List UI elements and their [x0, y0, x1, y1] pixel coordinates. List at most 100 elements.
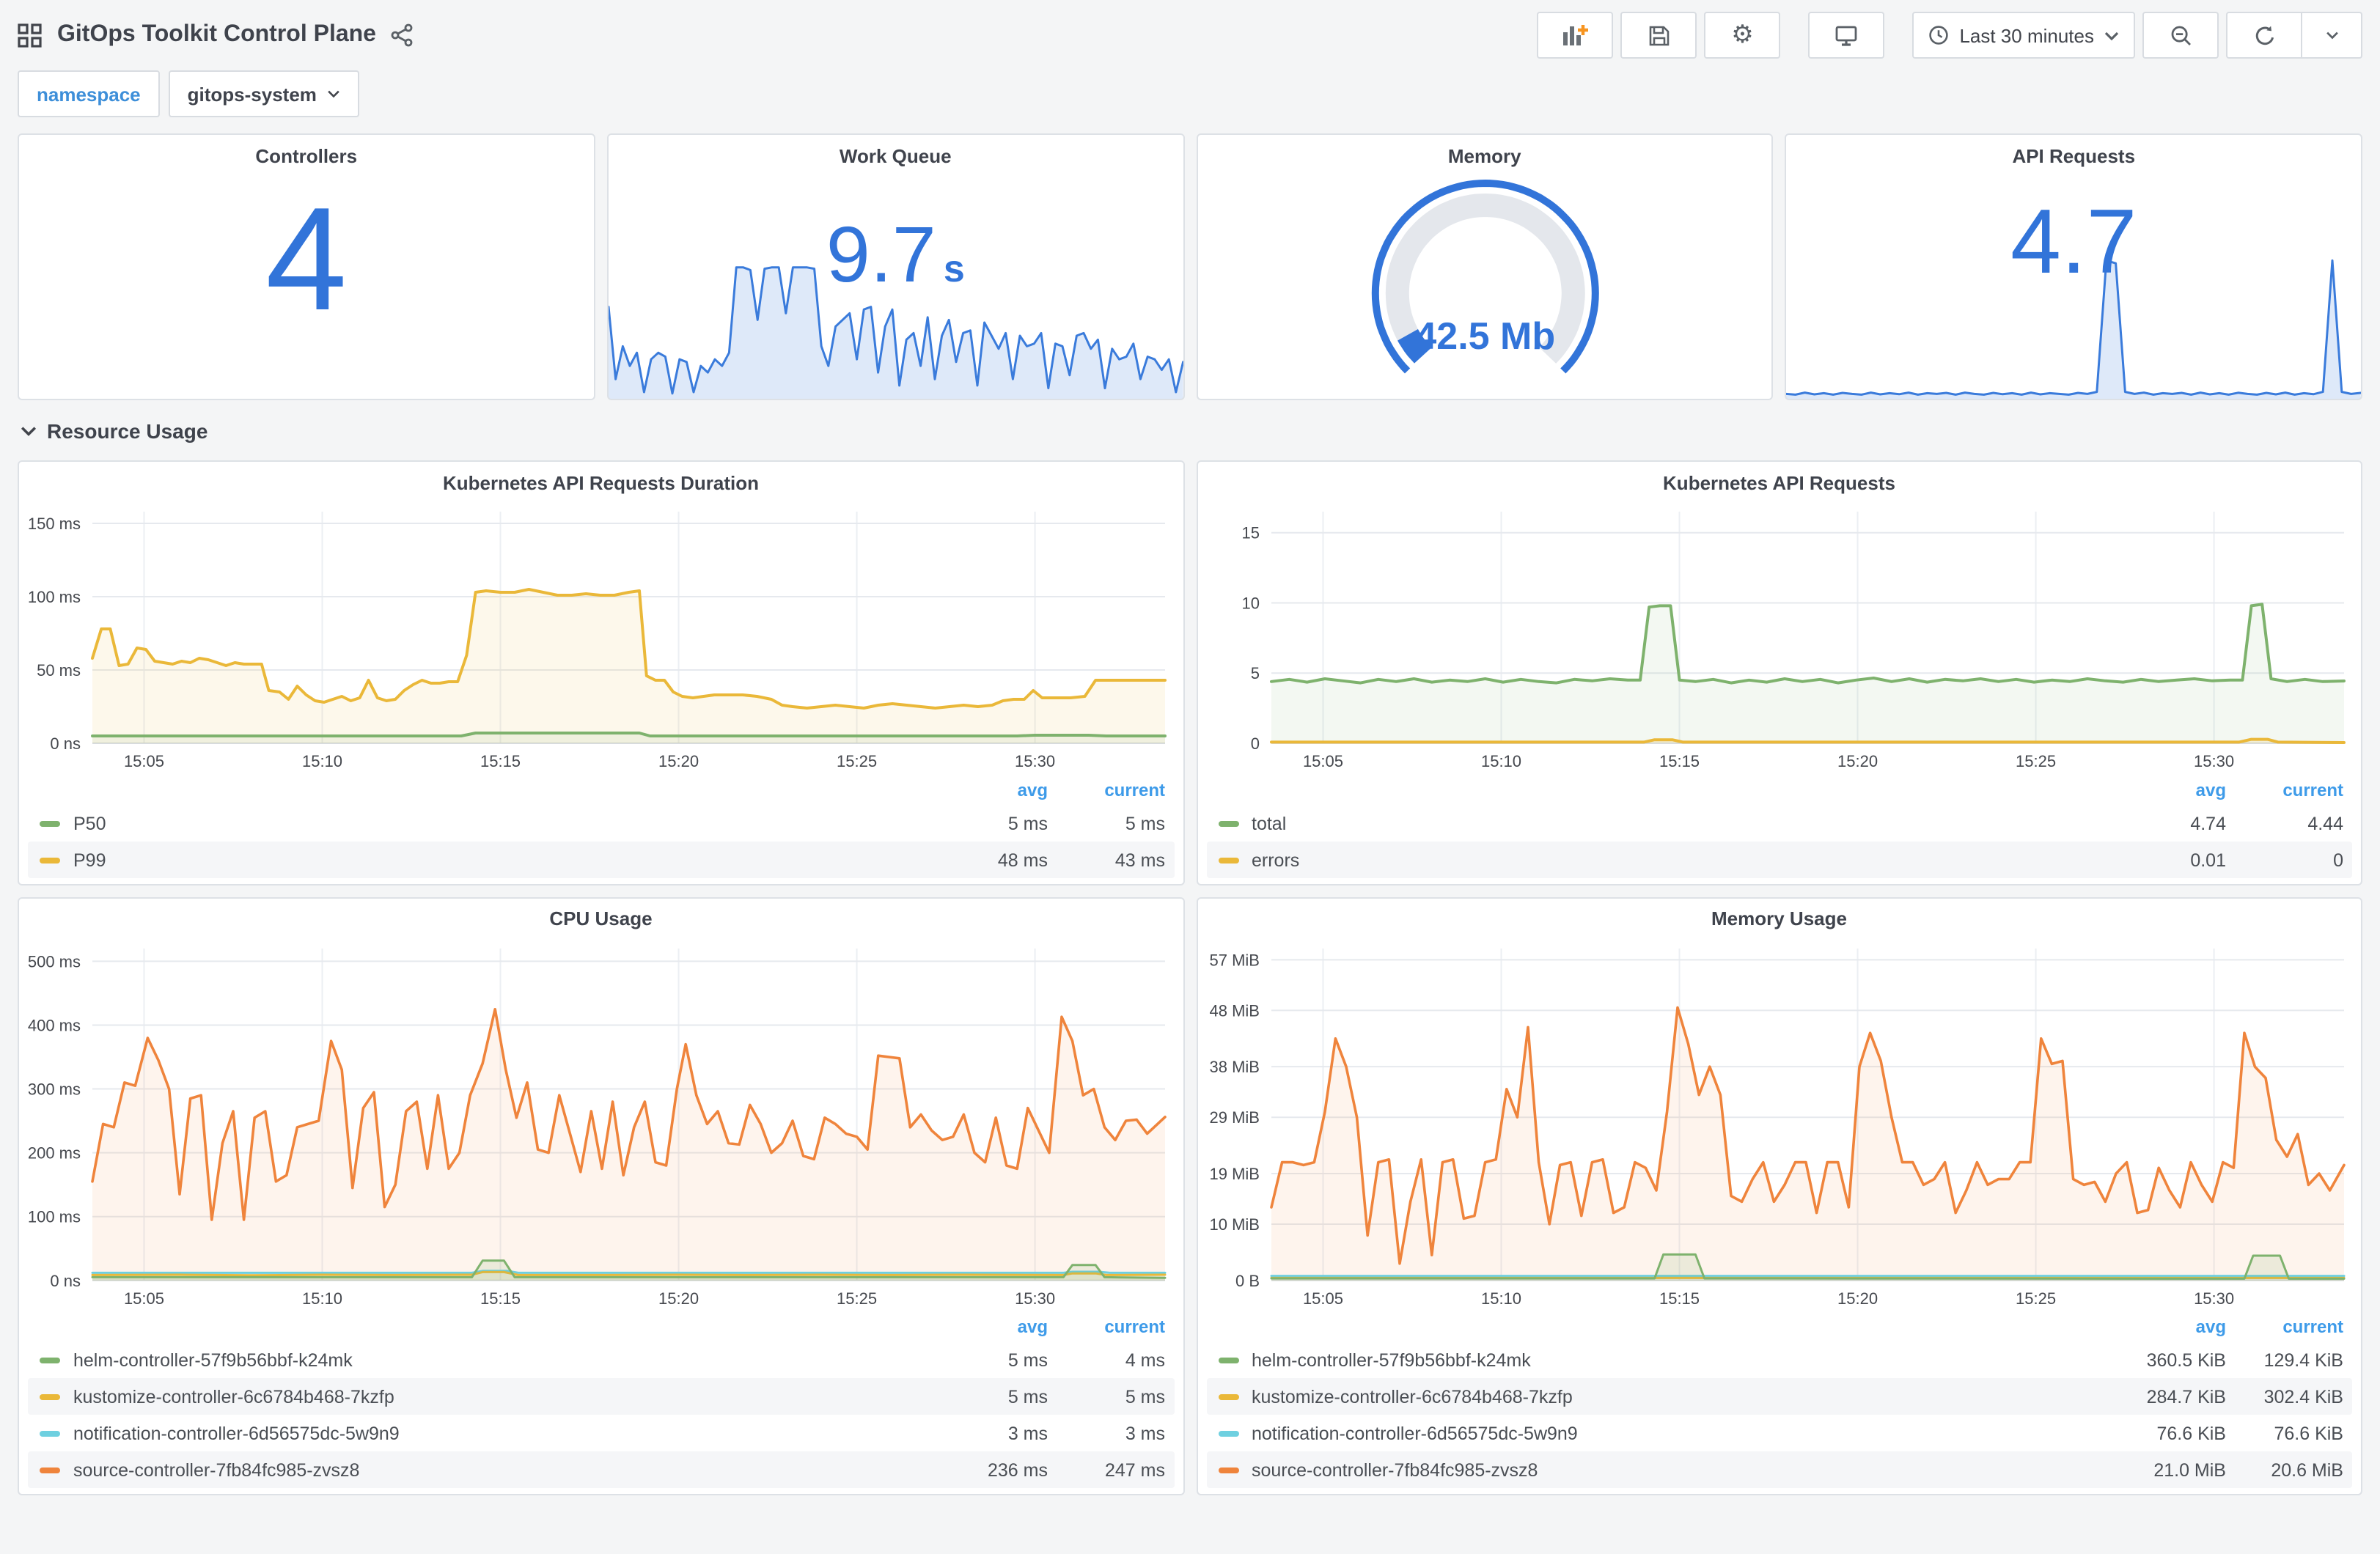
- legend-row: P50 5 ms 5 ms: [28, 805, 1174, 842]
- share-icon[interactable]: [391, 23, 414, 47]
- add-panel-button[interactable]: [1537, 12, 1614, 59]
- series-name[interactable]: notification-controller-6d56575dc-5w9n9: [1252, 1423, 1578, 1443]
- svg-text:400 ms: 400 ms: [28, 1016, 81, 1034]
- series-current: 4 ms: [1125, 1349, 1165, 1370]
- legend: avg current total 4.74 4.44 errors 0.01 …: [1197, 776, 2361, 884]
- series-color-dash: [1218, 857, 1238, 863]
- legend-header-current[interactable]: current: [2282, 1317, 2343, 1337]
- series-current: 247 ms: [1105, 1459, 1165, 1480]
- legend-header-avg[interactable]: avg: [1017, 1317, 1048, 1337]
- api-requests-sparkline[interactable]: [1786, 252, 2362, 399]
- series-name[interactable]: kustomize-controller-6c6784b468-7kzfp: [1252, 1386, 1573, 1407]
- variable-label-namespace: namespace: [18, 70, 160, 117]
- variable-value-dropdown[interactable]: gitops-system: [168, 70, 359, 117]
- clock-icon: [1928, 25, 1949, 45]
- panel-title[interactable]: Controllers: [255, 144, 358, 166]
- save-dashboard-button[interactable]: [1620, 12, 1697, 59]
- svg-text:300 ms: 300 ms: [28, 1080, 81, 1098]
- cpu-chart[interactable]: 0 ns 100 ms 200 ms 300 ms 400 ms 500 ms 15:05 1…: [19, 939, 1183, 1312]
- series-name[interactable]: P99: [73, 850, 106, 870]
- dashboard-header: GitOps Toolkit Control Plane ⚙ Last 30 m…: [0, 0, 2380, 62]
- series-name[interactable]: notification-controller-6d56575dc-5w9n9: [73, 1423, 400, 1443]
- svg-text:0 B: 0 B: [1235, 1271, 1259, 1289]
- section-resource-usage[interactable]: Resource Usage: [0, 400, 2380, 449]
- svg-text:15:05: 15:05: [124, 1289, 164, 1307]
- panel-title[interactable]: Memory: [1447, 144, 1521, 166]
- panel-title[interactable]: Memory Usage: [1711, 907, 1847, 930]
- series-current: 5 ms: [1125, 813, 1165, 833]
- duration-chart[interactable]: 0 ns 50 ms 100 ms 150 ms 15:05 15:10 15:15 15:2…: [19, 503, 1183, 776]
- series-avg: 5 ms: [1007, 1349, 1048, 1370]
- svg-text:57 MiB: 57 MiB: [1209, 951, 1259, 969]
- series-color-dash: [1218, 1467, 1238, 1473]
- legend-row: errors 0.01 0: [1206, 842, 2352, 878]
- svg-text:15:20: 15:20: [1837, 1289, 1877, 1307]
- time-range-picker[interactable]: Last 30 minutes: [1912, 12, 2135, 59]
- panel-work-queue: Work Queue 9.7 s: [606, 133, 1184, 400]
- svg-text:5: 5: [1250, 664, 1259, 682]
- legend-header-avg[interactable]: avg: [2195, 780, 2226, 800]
- legend-row: total 4.74 4.44: [1206, 805, 2352, 842]
- series-color-dash: [40, 1430, 60, 1436]
- legend-header-current[interactable]: current: [2282, 780, 2343, 800]
- series-current: 3 ms: [1125, 1423, 1165, 1443]
- memory-chart[interactable]: 0 B 10 MiB 19 MiB 29 MiB 38 MiB 48 MiB 57 MiB 1…: [1197, 939, 2361, 1312]
- series-name[interactable]: helm-controller-57f9b56bbf-k24mk: [1252, 1349, 1531, 1370]
- series-name[interactable]: source-controller-7fb84fc985-zvsz8: [73, 1459, 360, 1480]
- panel-title[interactable]: Work Queue: [839, 144, 952, 166]
- series-current: 5 ms: [1125, 1386, 1165, 1407]
- svg-text:10 MiB: 10 MiB: [1209, 1215, 1259, 1233]
- svg-text:15:05: 15:05: [124, 752, 164, 770]
- series-current: 20.6 MiB: [2271, 1459, 2343, 1480]
- series-name[interactable]: kustomize-controller-6c6784b468-7kzfp: [73, 1386, 394, 1407]
- stat-value: 4.7: [2010, 192, 2137, 293]
- svg-text:15:15: 15:15: [480, 752, 521, 770]
- series-current: 302.4 KiB: [2263, 1386, 2343, 1407]
- series-current: 0: [2333, 850, 2343, 870]
- series-color-dash: [1218, 1357, 1238, 1363]
- series-name[interactable]: helm-controller-57f9b56bbf-k24mk: [73, 1349, 353, 1370]
- svg-text:15:10: 15:10: [1480, 1289, 1521, 1307]
- gear-icon[interactable]: ⚙: [1704, 12, 1781, 59]
- series-color-dash: [40, 1357, 60, 1363]
- svg-text:15:30: 15:30: [2193, 752, 2233, 770]
- panel-title[interactable]: Kubernetes API Requests: [1663, 471, 1895, 493]
- zoom-out-button[interactable]: [2142, 12, 2219, 59]
- refresh-interval-dropdown[interactable]: [2302, 12, 2362, 59]
- legend-header-current[interactable]: current: [1104, 780, 1165, 800]
- svg-text:15:30: 15:30: [1015, 752, 1055, 770]
- memory-gauge[interactable]: 42.5 Mb: [1197, 176, 1772, 396]
- series-name[interactable]: errors: [1252, 850, 1300, 870]
- tv-mode-button[interactable]: [1808, 12, 1885, 59]
- panel-title[interactable]: Kubernetes API Requests Duration: [442, 471, 759, 493]
- panel-controllers: Controllers 4: [18, 133, 595, 400]
- variable-value-label: gitops-system: [187, 83, 317, 105]
- series-current: 4.44: [2307, 813, 2343, 833]
- svg-text:50 ms: 50 ms: [37, 661, 81, 680]
- svg-text:15:25: 15:25: [2015, 752, 2055, 770]
- svg-text:19 MiB: 19 MiB: [1209, 1164, 1259, 1182]
- svg-text:38 MiB: 38 MiB: [1209, 1057, 1259, 1075]
- series-current: 76.6 KiB: [2274, 1423, 2343, 1443]
- panel-title[interactable]: API Requests: [2012, 144, 2136, 166]
- series-name[interactable]: P50: [73, 813, 106, 833]
- panel-api-requests: API Requests 4.7: [1785, 133, 2362, 400]
- svg-text:15:25: 15:25: [837, 1289, 877, 1307]
- panel-title[interactable]: CPU Usage: [549, 907, 653, 930]
- legend-header-avg[interactable]: avg: [1017, 780, 1048, 800]
- svg-text:200 ms: 200 ms: [28, 1144, 81, 1162]
- series-name[interactable]: total: [1252, 813, 1287, 833]
- refresh-button[interactable]: [2226, 12, 2302, 59]
- legend-header-current[interactable]: current: [1104, 1317, 1165, 1337]
- dashboard-grid-icon[interactable]: [18, 23, 43, 48]
- series-name[interactable]: source-controller-7fb84fc985-zvsz8: [1252, 1459, 1538, 1480]
- svg-text:0 ns: 0 ns: [50, 1271, 81, 1289]
- legend-header-avg[interactable]: avg: [2195, 1317, 2226, 1337]
- work-queue-sparkline[interactable]: [608, 258, 1183, 399]
- stat-unit: s: [943, 246, 965, 290]
- series-color-dash: [40, 857, 60, 863]
- requests-chart[interactable]: 0 5 10 15 15:05 15:10 15:15 15:20 15:25 15:30: [1197, 503, 2361, 776]
- legend-row: source-controller-7fb84fc985-zvsz8 236 m…: [28, 1451, 1174, 1488]
- svg-text:48 MiB: 48 MiB: [1209, 1001, 1259, 1020]
